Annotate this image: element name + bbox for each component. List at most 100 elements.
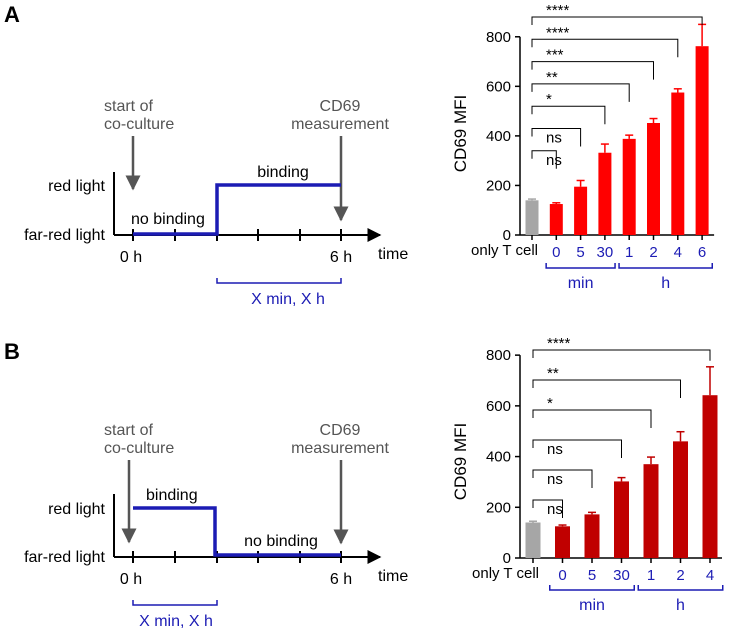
chart-a-xtick-label-7: 6: [698, 244, 706, 261]
chart-a-sig-bracket-4: [531, 61, 654, 80]
chart-a-xtick-label-6: 4: [674, 244, 682, 261]
chart-a-sig-label-4: ***: [546, 47, 564, 64]
t0-label-a: 0 h: [120, 249, 142, 266]
chart-a-sig-label-2: *: [546, 91, 552, 108]
y-low-label-b: far-red light: [24, 549, 105, 566]
chart-b-xtick-label-5: 2: [676, 567, 684, 584]
chart-a-sig-bracket-0: [531, 150, 557, 169]
left-state-label-a: no binding: [131, 211, 205, 228]
chart-a-xtick-label-3: 30: [597, 244, 614, 261]
y-high-label-a: red light: [48, 178, 105, 195]
chart-b-ytick-label-3: 600: [486, 398, 511, 415]
right-state-label-a: binding: [257, 164, 309, 181]
chart-b-bar-5: [673, 441, 688, 558]
chart-b-bar-1: [555, 526, 570, 558]
chart-a-sig-bracket-5: [531, 38, 679, 58]
panel-b-label: B: [4, 339, 20, 364]
chart-b-sig-label-1: ns: [547, 471, 563, 488]
end-label-a-2: measurement: [291, 116, 389, 133]
chart-a-sig-bracket-3: [531, 83, 630, 102]
start-label-a-1: start of: [104, 98, 153, 115]
chart-b-sig-label-5: ****: [547, 335, 571, 352]
chart-a-group-bracket-1: [618, 263, 713, 269]
end-label-b-2: measurement: [291, 440, 389, 457]
duration-label-a: X min, X h: [251, 291, 325, 308]
chart-a-bar-3: [598, 152, 612, 235]
chart-a-sig-label-5: ****: [546, 24, 570, 41]
panel-a-label: A: [4, 2, 20, 27]
chart-a-sig-bracket-1: [531, 128, 582, 147]
end-label-a-1: CD69: [320, 98, 361, 115]
chart-a-bar-4: [622, 138, 636, 235]
chart-a-sig-label-1: ns: [546, 130, 562, 147]
chart-b-xtick-label-1: 0: [558, 567, 566, 584]
chart-b-xtick-label-3: 30: [613, 567, 630, 584]
chart-a-sig-bracket-6: [531, 16, 703, 25]
chart-b-sig-bracket-0: [532, 499, 563, 518]
t0-label-b: 0 h: [120, 571, 142, 588]
chart-b-group-label-0: min: [579, 597, 605, 614]
light-trace-a: [133, 183, 341, 236]
chart-b-group-bracket-0: [549, 585, 635, 591]
chart-a-group-label-1: h: [661, 275, 670, 292]
chart-a-ytick-label-2: 400: [486, 128, 511, 145]
chart-b-sig-label-0: ns: [547, 501, 563, 518]
chart-b-group-label-1: h: [676, 597, 685, 614]
chart-a-xtick-label-5: 2: [649, 244, 657, 261]
left-state-label-b: binding: [146, 487, 198, 504]
chart-b-sig-bracket-1: [532, 469, 593, 488]
start-label-b-2: co-culture: [104, 440, 174, 457]
t6-label-a: 6 h: [330, 249, 352, 266]
chart-b-ytick-label-1: 200: [486, 499, 511, 516]
chart-a-xtick-label-0: only T cell: [471, 242, 538, 259]
chart-b-ytick-label-2: 400: [486, 449, 511, 466]
chart-b-sig-label-3: *: [547, 395, 553, 412]
chart-b-ylabel: CD69 MFI: [451, 423, 470, 500]
chart-b-bar-6: [702, 395, 718, 558]
duration-bracket-b: [132, 600, 218, 606]
chart-a-sig-label-3: **: [546, 69, 558, 86]
chart-a-ytick-label-1: 200: [486, 177, 511, 194]
chart-a-group-bracket-0: [545, 263, 616, 269]
chart-a-bar-2: [574, 186, 588, 235]
y-low-label-a: far-red light: [24, 227, 105, 244]
chart-b-xtick-label-6: 4: [706, 567, 714, 584]
chart-a-xtick-label-4: 1: [625, 244, 633, 261]
chart-b-xtick-label-2: 5: [588, 567, 596, 584]
start-label-b-1: start of: [104, 422, 153, 439]
chart-a-bar-5: [647, 123, 660, 235]
chart-b-group-bracket-1: [637, 585, 724, 591]
chart-a-bar-7: [695, 46, 709, 236]
chart-a-sig-label-0: ns: [546, 152, 562, 169]
chart-a-sig-bracket-2: [531, 105, 606, 125]
chart-b-bar-4: [643, 464, 659, 558]
chart-b-sig-bracket-5: [532, 349, 711, 361]
end-label-b-1: CD69: [320, 422, 361, 439]
time-ticks-b: [132, 551, 342, 563]
panel-a-diagram: A start of co-culture CD69 measurement r…: [4, 2, 408, 308]
time-label-b: time: [378, 568, 408, 585]
chart-b-sig-bracket-3: [532, 409, 652, 428]
chart-b-xtick-label-0: only T cell: [472, 565, 539, 582]
start-label-a-2: co-culture: [104, 116, 174, 133]
chart-b-xtick-label-4: 1: [647, 567, 655, 584]
duration-label-b: X min, X h: [139, 613, 213, 630]
chart-a-bar-1: [549, 204, 563, 235]
chart-b-bar-0: [525, 522, 541, 558]
chart-a-sig-label-6: ****: [546, 2, 570, 19]
chart-a-ylabel: CD69 MFI: [451, 95, 470, 172]
chart-b-sig-label-4: **: [547, 365, 559, 382]
chart-a-bar-6: [671, 92, 685, 236]
right-state-label-b: no binding: [244, 533, 318, 550]
chart-a-group-label-0: min: [568, 275, 594, 292]
y-high-label-b: red light: [48, 501, 105, 518]
chart-a-ytick-label-4: 800: [486, 29, 511, 46]
chart-b-ytick-label-0: 0: [503, 550, 511, 567]
light-trace-b: [133, 506, 341, 557]
duration-bracket-a: [216, 278, 342, 284]
chart-b-ytick-label-4: 800: [486, 347, 511, 364]
chart-b-bar-2: [584, 514, 600, 558]
